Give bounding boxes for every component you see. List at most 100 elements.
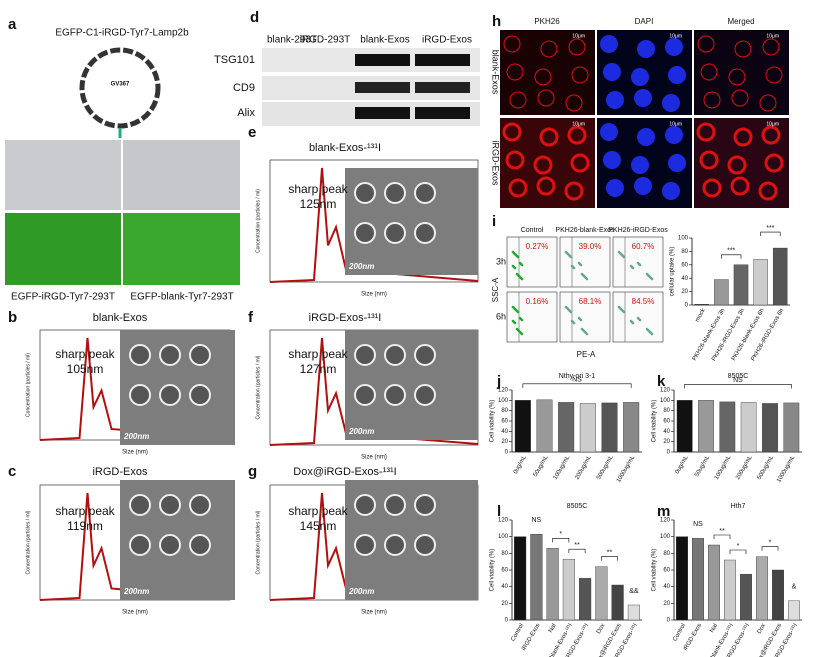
event <box>650 332 654 336</box>
x-tick-label: Control <box>510 623 525 643</box>
size-curve <box>39 492 231 601</box>
label: 60.7% <box>632 242 655 251</box>
x-tick-label: NaI <box>548 623 558 634</box>
event <box>579 318 583 322</box>
y-tick-label: 0 <box>505 450 509 456</box>
cell <box>665 38 683 56</box>
label: 0.16% <box>526 297 549 306</box>
vesicle <box>354 344 376 366</box>
label: a <box>8 16 17 33</box>
bar <box>514 536 527 621</box>
cell <box>533 155 553 175</box>
bracket <box>761 546 779 551</box>
x-tick-label: 200ug/mL <box>574 454 593 481</box>
bar <box>676 536 688 621</box>
bracket <box>601 556 618 561</box>
label: TSG101 <box>214 54 255 66</box>
label: blank-Exos <box>360 35 409 46</box>
label: 8505C <box>728 373 749 380</box>
cell <box>634 89 652 107</box>
y-tick-label: 80 <box>663 551 670 557</box>
label: 127nm <box>300 362 337 376</box>
vesicle <box>189 534 211 556</box>
bar <box>698 400 714 453</box>
label: PKH26-blank-Exos <box>555 227 615 234</box>
label: 105nm <box>67 362 104 376</box>
bracket <box>522 383 632 388</box>
cell <box>600 123 618 141</box>
cell <box>697 35 715 53</box>
event <box>579 263 583 267</box>
label: Cell viability (%) <box>652 400 658 443</box>
label: d <box>250 9 259 26</box>
label: PKH26 <box>534 17 560 26</box>
significance: * <box>769 540 772 547</box>
bar <box>714 279 729 306</box>
label: PKH26-iRGD-Exos <box>608 227 668 234</box>
cell <box>765 66 783 84</box>
label: g <box>248 463 257 480</box>
vesicle <box>129 494 151 516</box>
cell <box>603 151 621 169</box>
label: 145nm <box>300 519 337 533</box>
y-tick-label: 120 <box>660 518 671 524</box>
bar <box>740 573 752 621</box>
cell <box>731 89 749 107</box>
label: iRGD-Exos <box>92 466 148 478</box>
y-tick-label: 60 <box>501 419 508 425</box>
label: 6h <box>496 311 506 321</box>
vesicle <box>354 384 376 406</box>
label: 10μm <box>766 121 779 127</box>
label: i <box>492 213 496 230</box>
cell <box>537 89 555 107</box>
y-tick-label: 40 <box>501 584 508 590</box>
y-tick-label: 20 <box>663 439 670 445</box>
y-tick-label: 0 <box>667 618 671 624</box>
vesicle <box>189 494 211 516</box>
event <box>585 277 589 281</box>
vesicle <box>384 182 406 204</box>
bar <box>595 566 608 621</box>
label: Size (nm) <box>122 450 148 456</box>
label: 200nm <box>348 587 374 596</box>
label: sharp peak <box>55 504 115 518</box>
cell <box>733 127 753 147</box>
vesicle <box>159 384 181 406</box>
y-tick-label: 40 <box>663 429 670 435</box>
vesicle <box>384 222 406 244</box>
y-tick-label: 80 <box>501 551 508 557</box>
label: h <box>492 13 501 30</box>
event <box>516 310 520 314</box>
event <box>520 263 524 267</box>
x-tick-label: 100ug/mL <box>714 454 733 481</box>
bar <box>530 533 543 621</box>
bar <box>724 559 736 621</box>
y-tick-label: 20 <box>501 439 508 445</box>
bar <box>536 399 553 453</box>
vesicle <box>414 494 436 516</box>
significance: NS <box>532 517 542 524</box>
label: Concentration (particles / ml) <box>25 510 31 574</box>
label: blank-293T <box>267 35 317 46</box>
event <box>520 318 524 322</box>
cell <box>571 66 589 84</box>
significance: && <box>629 588 639 595</box>
label: Alix <box>237 107 255 119</box>
label: 10μm <box>766 33 779 39</box>
vesicle <box>159 534 181 556</box>
label: iRGD-293T <box>300 35 351 46</box>
y-tick-label: 120 <box>498 388 509 394</box>
cell <box>634 177 652 195</box>
cell <box>700 63 718 81</box>
label: sharp peak <box>288 182 348 196</box>
y-tick-label: 80 <box>681 249 688 255</box>
significance: ** <box>719 528 725 535</box>
label: Size (nm) <box>361 455 387 461</box>
label: 84.5% <box>632 297 655 306</box>
size-curve <box>39 337 231 441</box>
label: Cell viability (%) <box>490 549 496 592</box>
significance: *** <box>727 248 735 255</box>
bar <box>694 304 710 306</box>
cell <box>758 181 778 201</box>
